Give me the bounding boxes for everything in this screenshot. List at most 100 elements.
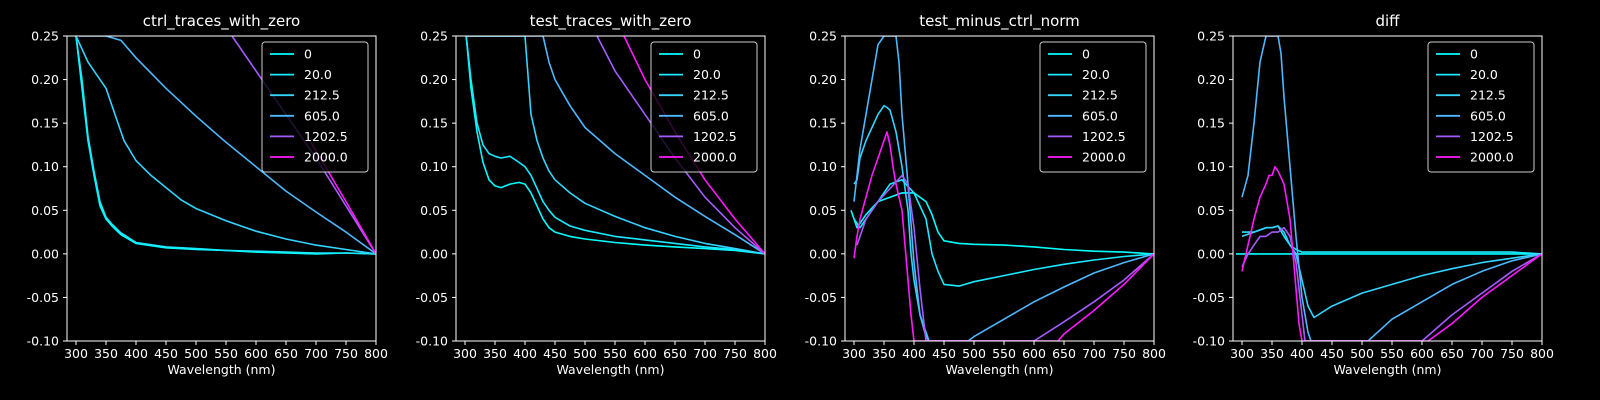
legend-label: 0 <box>1470 47 1478 62</box>
y-tick-label: -0.05 <box>27 290 59 305</box>
legend-label: 2000.0 <box>1470 150 1514 165</box>
y-tick-label: -0.10 <box>805 334 837 349</box>
x-tick-label: 400 <box>902 346 926 361</box>
y-tick-label: 0.10 <box>31 159 59 174</box>
legend-label: 212.5 <box>693 88 729 103</box>
x-tick-label: 400 <box>124 346 148 361</box>
plot-frame <box>1232 35 1543 342</box>
series-line-1202.5 <box>1241 226 1542 341</box>
y-tick-label: 0.05 <box>420 203 448 218</box>
x-axis-label: Wavelength (nm) <box>1334 362 1442 377</box>
y-tick-label: -0.10 <box>27 334 59 349</box>
plot-lines <box>465 36 765 255</box>
legend: 0 20.0 212.5 605.0 1202.5 2000.0 <box>1039 41 1147 173</box>
series-line-1202.5 <box>856 174 1154 341</box>
series-line-605.0 <box>465 36 765 255</box>
x-tick-label: 550 <box>1380 346 1404 361</box>
series-line-212.5 <box>1241 225 1542 319</box>
legend-label: 20.0 <box>693 67 721 82</box>
chart-panel-1: ctrl_traces_with_zero 300 350 400 450 500 550 6… <box>27 12 388 377</box>
chart-title: diff <box>1375 12 1400 30</box>
y-tick-label: 0.05 <box>1197 203 1225 218</box>
y-tick-label: 0.05 <box>31 203 59 218</box>
series-line-2000.0 <box>1241 165 1542 341</box>
legend-label: 1202.5 <box>693 129 737 144</box>
y-tick-label: 0.25 <box>809 29 837 44</box>
x-tick-label: 600 <box>633 346 657 361</box>
x-tick-label: 500 <box>184 346 208 361</box>
x-tick-label: 600 <box>244 346 268 361</box>
y-tick-label: -0.05 <box>805 290 837 305</box>
x-tick-label: 450 <box>1320 346 1344 361</box>
legend-label: 20.0 <box>1470 67 1498 82</box>
y-tick-label: 0.15 <box>1197 116 1225 131</box>
series-line-605.0 <box>853 36 1154 341</box>
y-tick-label: 0.05 <box>809 203 837 218</box>
x-tick-label: 600 <box>1022 346 1046 361</box>
chart-panel-4: diff 300 350 400 450 500 550 600 650 700 750 800 -0.… <box>1193 12 1554 377</box>
chart-panel-3: test_minus_ctrl_norm 300 350 400 450 500 550 60… <box>805 12 1166 377</box>
y-tick-label: 0.15 <box>31 116 59 131</box>
x-tick-label: 650 <box>663 346 687 361</box>
x-tick-label: 750 <box>1112 346 1136 361</box>
x-tick-label: 750 <box>334 346 358 361</box>
legend-label: 1202.5 <box>1082 129 1126 144</box>
series-line-605.0 <box>1241 36 1542 341</box>
legend-label: 2000.0 <box>693 150 737 165</box>
series-line-212.5 <box>853 104 930 341</box>
legend: 0 20.0 212.5 605.0 1202.5 2000.0 <box>1427 41 1535 173</box>
y-tick-label: -0.10 <box>416 334 448 349</box>
y-tick-label: -0.05 <box>416 290 448 305</box>
y-tick-label: 0.20 <box>31 72 59 87</box>
legend-label: 2000.0 <box>304 150 348 165</box>
x-tick-label: 800 <box>753 346 777 361</box>
x-tick-label: 650 <box>274 346 298 361</box>
x-tick-label: 350 <box>94 346 118 361</box>
legend-label: 0 <box>1082 47 1090 62</box>
series-line-0 <box>465 36 765 255</box>
y-tick-label: 0.20 <box>1197 72 1225 87</box>
x-tick-label: 600 <box>1410 346 1434 361</box>
x-tick-label: 350 <box>1260 346 1284 361</box>
y-tick-label: 0.15 <box>420 116 448 131</box>
x-tick-label: 800 <box>1142 346 1166 361</box>
legend-label: 605.0 <box>1082 108 1118 123</box>
series-line-2000.0 <box>853 131 1154 341</box>
x-tick-label: 400 <box>513 346 537 361</box>
x-tick-label: 300 <box>64 346 88 361</box>
legend-label: 605.0 <box>693 108 729 123</box>
legend-label: 605.0 <box>1470 108 1506 123</box>
x-tick-label: 700 <box>1082 346 1106 361</box>
legend-label: 212.5 <box>304 88 340 103</box>
legend-label: 20.0 <box>304 67 332 82</box>
y-tick-label: 0.25 <box>420 29 448 44</box>
legend-label: 2000.0 <box>1082 150 1126 165</box>
legend-label: 605.0 <box>304 108 340 123</box>
x-tick-label: 300 <box>1230 346 1254 361</box>
x-axis-label: Wavelength (nm) <box>946 362 1054 377</box>
y-tick-label: 0.20 <box>420 72 448 87</box>
x-tick-label: 700 <box>1470 346 1494 361</box>
y-tick-label: -0.05 <box>1193 290 1225 305</box>
plot-frame <box>66 35 377 342</box>
x-tick-label: 550 <box>214 346 238 361</box>
legend-label: 20.0 <box>1082 67 1110 82</box>
x-tick-label: 700 <box>693 346 717 361</box>
y-tick-label: 0.10 <box>420 159 448 174</box>
y-tick-label: 0.00 <box>809 246 837 261</box>
x-tick-label: 650 <box>1440 346 1464 361</box>
y-tick-label: 0.00 <box>420 246 448 261</box>
plot-lines <box>850 36 1154 341</box>
x-tick-label: 300 <box>842 346 866 361</box>
x-tick-label: 750 <box>723 346 747 361</box>
x-tick-label: 550 <box>603 346 627 361</box>
x-tick-label: 500 <box>962 346 986 361</box>
x-tick-label: 450 <box>932 346 956 361</box>
x-tick-label: 750 <box>1500 346 1524 361</box>
x-tick-label: 650 <box>1052 346 1076 361</box>
x-tick-label: 350 <box>483 346 507 361</box>
chart-panel-2: test_traces_with_zero 300 350 400 450 500 550 6… <box>416 12 777 377</box>
y-tick-label: -0.10 <box>1193 334 1225 349</box>
y-tick-label: 0.10 <box>1197 159 1225 174</box>
